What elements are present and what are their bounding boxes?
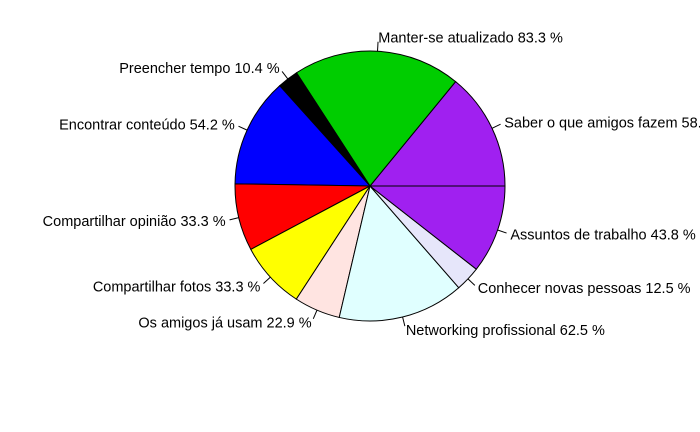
slice-label: Saber o que amigos fazem 58.3 % bbox=[504, 115, 700, 131]
slice-label: Os amigos já usam 22.9 % bbox=[138, 316, 311, 332]
pie-slice bbox=[368, 80, 506, 187]
label-leader-line bbox=[263, 276, 271, 284]
slice-label: Manter-se atualizado 83.3 % bbox=[378, 31, 563, 47]
pie-slices bbox=[234, 50, 506, 322]
slice-label: Assuntos de trabalho 43.8 % bbox=[510, 227, 696, 243]
slice-label: Preencher tempo 10.4 % bbox=[119, 61, 280, 77]
label-leader-line bbox=[467, 278, 476, 286]
label-leader-line bbox=[238, 125, 248, 131]
label-leader-line bbox=[377, 41, 379, 52]
label-leader-line bbox=[312, 309, 318, 320]
slice-label: Conhecer novas pessoas 12.5 % bbox=[478, 281, 691, 297]
slice-labels: Saber o que amigos fazem 58.3 % Manter-se… bbox=[43, 31, 700, 339]
label-leader-lines bbox=[229, 41, 507, 327]
pie-slice bbox=[338, 184, 460, 322]
slice-label: Compartilhar opinião 33.3 % bbox=[43, 214, 226, 230]
label-leader-line bbox=[497, 229, 507, 234]
slice-label: Compartilhar fotos 33.3 % bbox=[93, 279, 261, 295]
pie-slice bbox=[368, 185, 506, 270]
slice-label: Encontrar conteúdo 54.2 % bbox=[59, 118, 235, 134]
label-leader-line bbox=[491, 123, 501, 129]
label-leader-line bbox=[281, 71, 289, 80]
label-leader-line bbox=[229, 217, 239, 221]
slice-label: Networking profissional 62.5 % bbox=[406, 323, 605, 339]
label-leader-line bbox=[402, 316, 406, 327]
